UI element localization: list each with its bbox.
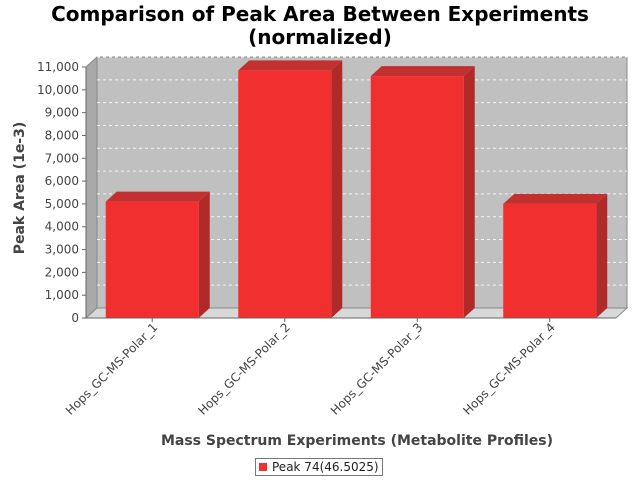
gridlines (97, 56, 627, 286)
y-axis-label: Peak Area (1e-3) (12, 122, 28, 255)
y-tick-label: 1,000 (45, 288, 79, 302)
y-tick-label: 2,000 (45, 265, 79, 279)
y-axis-ticks: 0 1,000 2,000 3,000 4,000 5,000 6,000 7,000 8,00… (37, 60, 86, 325)
bar-side (331, 60, 343, 318)
bar-top (370, 66, 475, 77)
legend-swatch (259, 463, 267, 471)
x-axis-label: Mass Spectrum Experiments (Metabolite Pr… (161, 433, 553, 449)
bar-side (463, 66, 475, 318)
bar-top (503, 193, 608, 204)
y-tick-label: 5,000 (45, 197, 79, 211)
bar (105, 201, 199, 318)
bar-top (238, 60, 343, 71)
bar (503, 203, 597, 318)
x-axis-ticks: Hops_GC-MS-Polar_1 Hops_GC-MS-Polar_2 Hops… (63, 318, 558, 418)
legend-label: Peak 74(46.5025) (272, 460, 379, 474)
y-tick-label: 7,000 (45, 151, 79, 165)
plot-left-wall (85, 55, 98, 320)
legend: Peak 74(46.5025) (255, 458, 383, 476)
y-tick-label: 10,000 (37, 83, 79, 97)
bar (370, 76, 464, 318)
chart-title-line-1: Comparison of Peak Area Between Experime… (51, 2, 589, 26)
bar-top (105, 191, 210, 202)
x-tick-label: Hops_GC-MS-Polar_3 (328, 320, 426, 418)
y-tick-label: 9,000 (45, 106, 79, 120)
y-tick-label: 0 (71, 311, 79, 325)
bar (238, 70, 332, 318)
x-tick-label: Hops_GC-MS-Polar_2 (195, 320, 293, 418)
x-tick-label: Hops_GC-MS-Polar_4 (460, 320, 558, 418)
y-tick-label: 4,000 (45, 220, 79, 234)
y-tick-label: 6,000 (45, 174, 79, 188)
y-tick-label: 3,000 (45, 243, 79, 257)
chart-title-line-2: (normalized) (248, 25, 392, 49)
bar-side (198, 191, 210, 318)
bar-side (596, 193, 608, 318)
y-tick-label: 8,000 (45, 128, 79, 142)
x-tick-label: Hops_GC-MS-Polar_1 (63, 320, 161, 418)
y-tick-label: 11,000 (37, 60, 79, 74)
bars (105, 60, 608, 318)
